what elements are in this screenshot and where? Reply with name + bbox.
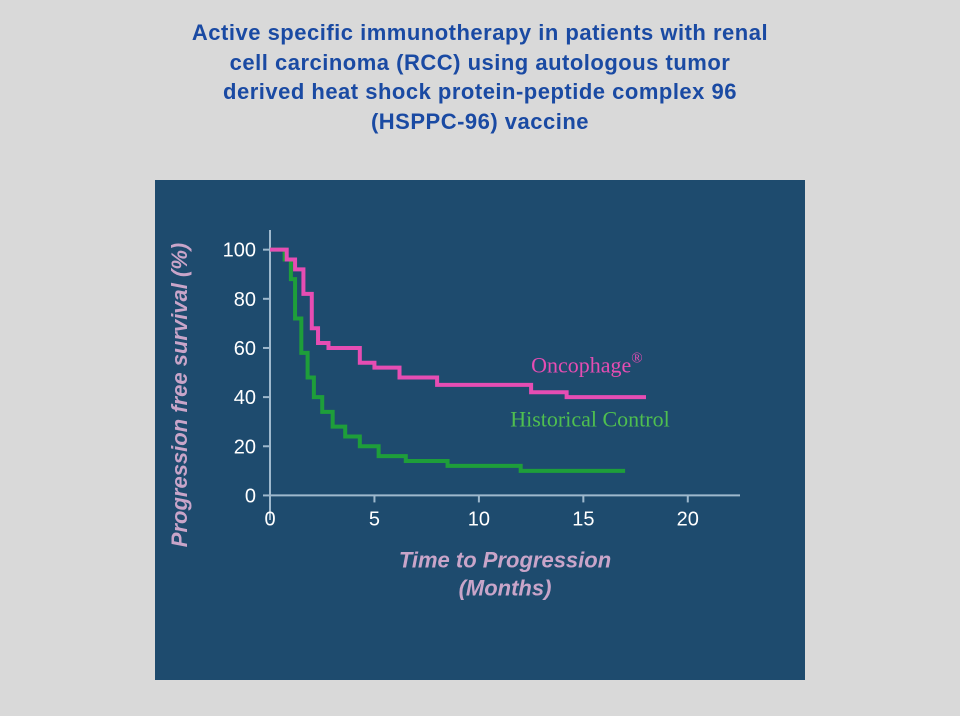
title-line-2: cell carcinoma (RCC) using autologous tu… bbox=[230, 50, 731, 75]
y-tick-label: 60 bbox=[234, 338, 256, 360]
chart-svg: 0 20 40 60 80 100 0 5 10 15 20 Progression free sur… bbox=[155, 180, 805, 680]
x-axis-title-2: (Months) bbox=[459, 575, 552, 600]
y-tick-label: 100 bbox=[223, 240, 256, 262]
y-tick-label: 80 bbox=[234, 289, 256, 311]
x-tick-label: 20 bbox=[677, 508, 699, 530]
series-label-oncophage: Oncophage® bbox=[531, 351, 643, 378]
y-axis-title: Progression free survival (%) bbox=[167, 243, 192, 547]
slide-title: Active specific immunotherapy in patient… bbox=[0, 0, 960, 141]
slide: Active specific immunotherapy in patient… bbox=[0, 0, 960, 716]
x-tick-label: 15 bbox=[572, 508, 594, 530]
x-tick-label: 10 bbox=[468, 508, 490, 530]
y-tick-label: 0 bbox=[245, 485, 256, 507]
series-label-historical-control: Historical Control bbox=[510, 407, 669, 432]
title-line-4: (HSPPC-96) vaccine bbox=[371, 109, 589, 134]
x-axis-title-1: Time to Progression bbox=[399, 547, 611, 572]
title-line-3: derived heat shock protein-peptide compl… bbox=[223, 79, 737, 104]
x-tick-label: 0 bbox=[264, 508, 275, 530]
survival-chart: 0 20 40 60 80 100 0 5 10 15 20 Progression free sur… bbox=[155, 180, 805, 680]
x-tick-label: 5 bbox=[369, 508, 380, 530]
y-tick-label: 20 bbox=[234, 436, 256, 458]
title-line-1: Active specific immunotherapy in patient… bbox=[192, 20, 768, 45]
y-tick-label: 40 bbox=[234, 387, 256, 409]
